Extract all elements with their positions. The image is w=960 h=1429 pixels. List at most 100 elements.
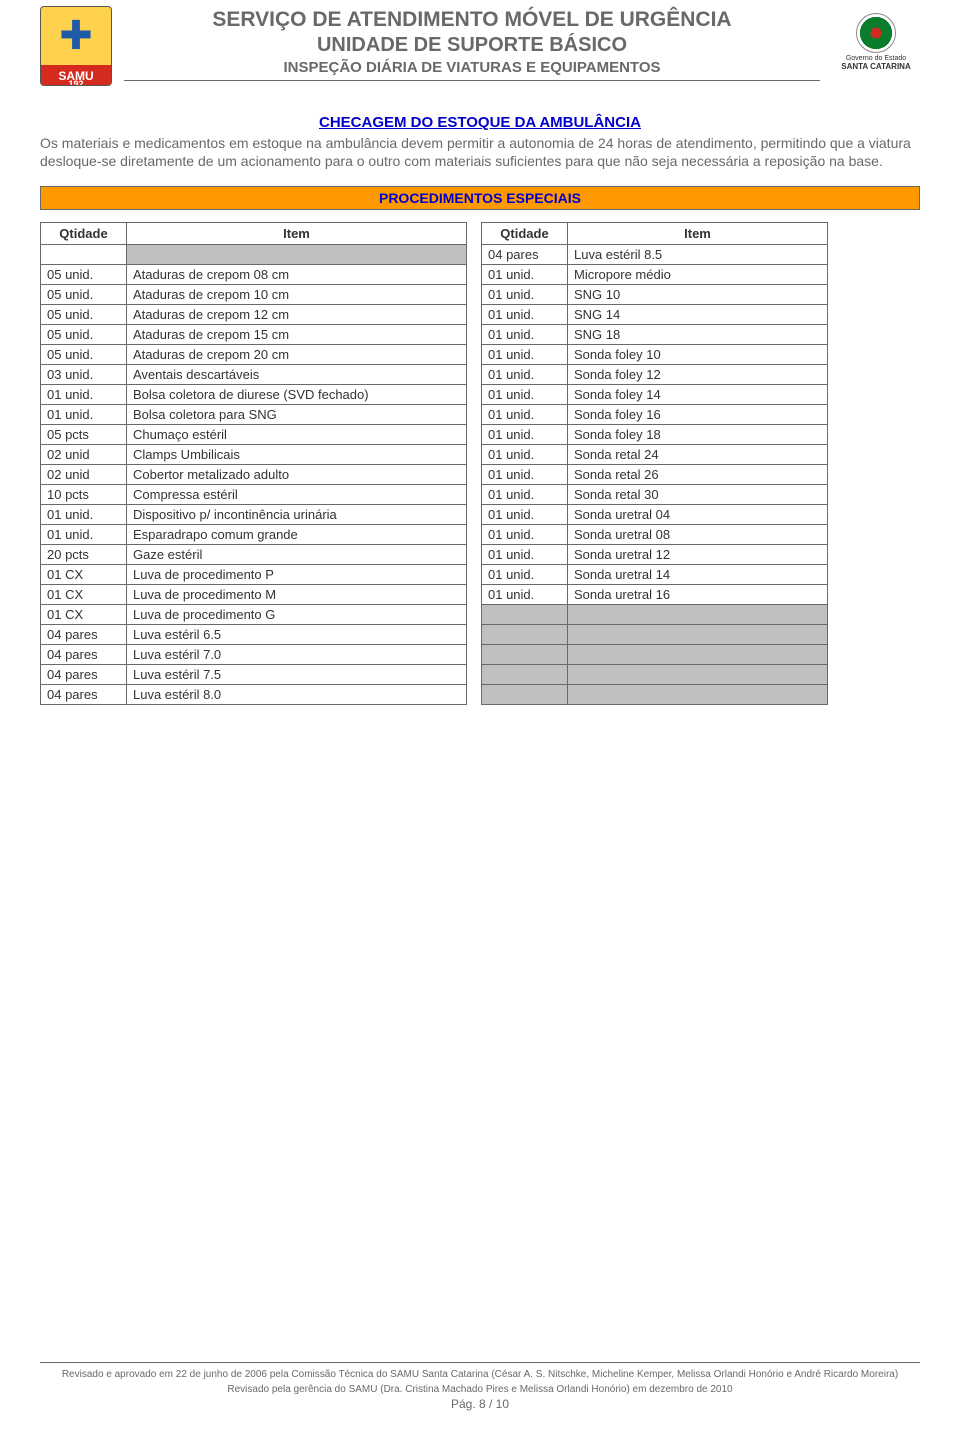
cell-qty: 04 pares xyxy=(41,685,127,705)
table-row: 01 CXLuva de procedimento M xyxy=(41,585,467,605)
table-row: 01 unid.Sonda uretral 14 xyxy=(482,565,828,585)
table-row xyxy=(482,645,828,665)
cell-qty: 01 unid. xyxy=(482,405,568,425)
table-row: 04 paresLuva estéril 7.0 xyxy=(41,645,467,665)
left-table: Qtidade Item 05 unid.Ataduras de crepom … xyxy=(40,222,467,705)
table-row: 01 CXLuva de procedimento P xyxy=(41,565,467,585)
col-qty: Qtidade xyxy=(482,223,568,245)
section-title: CHECAGEM DO ESTOQUE DA AMBULÂNCIA xyxy=(40,114,920,131)
cell-item xyxy=(568,645,828,665)
cell-qty: 03 unid. xyxy=(41,365,127,385)
cell-qty: 05 unid. xyxy=(41,345,127,365)
table-row: 01 unid.Dispositivo p/ incontinência uri… xyxy=(41,505,467,525)
cell-item: Sonda foley 16 xyxy=(568,405,828,425)
table-row xyxy=(41,245,467,265)
table-row: 02 unidCobertor metalizado adulto xyxy=(41,465,467,485)
cell-item: Sonda uretral 04 xyxy=(568,505,828,525)
cell-item: Sonda retal 26 xyxy=(568,465,828,485)
star-icon: ✚ xyxy=(59,13,93,59)
table-row: 05 unid.Ataduras de crepom 10 cm xyxy=(41,285,467,305)
intro-text: Os materiais e medicamentos em estoque n… xyxy=(40,135,920,170)
footer-line-2: Revisado pela gerência do SAMU (Dra. Cri… xyxy=(40,1384,920,1395)
cell-item: SNG 14 xyxy=(568,305,828,325)
cell-item: Dispositivo p/ incontinência urinária xyxy=(127,505,467,525)
table-row: 01 unid.Sonda foley 14 xyxy=(482,385,828,405)
table-row: 01 unid.Sonda uretral 04 xyxy=(482,505,828,525)
table-row: 03 unid.Aventais descartáveis xyxy=(41,365,467,385)
table-row xyxy=(482,685,828,705)
cell-qty: 01 unid. xyxy=(41,405,127,425)
cell-qty: 01 unid. xyxy=(41,385,127,405)
cell-item: Sonda retal 30 xyxy=(568,485,828,505)
cell-item xyxy=(568,625,828,645)
cell-qty: 01 unid. xyxy=(482,505,568,525)
cell-qty: 04 pares xyxy=(41,645,127,665)
cell-qty: 01 unid. xyxy=(482,425,568,445)
table-row: 04 paresLuva estéril 6.5 xyxy=(41,625,467,645)
cell-item: Gaze estéril xyxy=(127,545,467,565)
cell-item: Sonda uretral 12 xyxy=(568,545,828,565)
table-row: 01 unid.Sonda foley 18 xyxy=(482,425,828,445)
cell-item xyxy=(127,245,467,265)
cell-qty: 05 unid. xyxy=(41,325,127,345)
table-row: 01 unid.Esparadrapo comum grande xyxy=(41,525,467,545)
cell-qty xyxy=(41,245,127,265)
cell-qty: 04 pares xyxy=(482,245,568,265)
cell-item: Luva de procedimento P xyxy=(127,565,467,585)
cell-item: Ataduras de crepom 15 cm xyxy=(127,325,467,345)
cell-qty: 01 unid. xyxy=(482,585,568,605)
cell-qty: 01 CX xyxy=(41,605,127,625)
cell-item xyxy=(568,605,828,625)
cell-qty: 01 unid. xyxy=(482,525,568,545)
cell-qty: 01 unid. xyxy=(482,385,568,405)
cell-qty: 01 unid. xyxy=(482,465,568,485)
table-row: 02 unidClamps Umbilicais xyxy=(41,445,467,465)
col-item: Item xyxy=(568,223,828,245)
footer-line-1: Revisado e aprovado em 22 de junho de 20… xyxy=(40,1369,920,1380)
cell-item xyxy=(568,665,828,685)
cell-qty: 01 unid. xyxy=(41,525,127,545)
cell-qty: 01 unid. xyxy=(482,305,568,325)
cell-qty: 02 unid xyxy=(41,465,127,485)
cell-qty: 05 unid. xyxy=(41,305,127,325)
cell-item: Luva estéril 7.0 xyxy=(127,645,467,665)
right-table: Qtidade Item 04 paresLuva estéril 8.501 … xyxy=(481,222,828,705)
cell-item: Sonda foley 18 xyxy=(568,425,828,445)
tables-wrap: Qtidade Item 05 unid.Ataduras de crepom … xyxy=(40,222,920,705)
page: ✚ SAMU 192 SERVIÇO DE ATENDIMENTO MÓVEL … xyxy=(0,0,960,1429)
table-row: 01 unid.Sonda retal 26 xyxy=(482,465,828,485)
cell-qty: 01 unid. xyxy=(482,365,568,385)
cell-qty xyxy=(482,645,568,665)
table-row: 05 unid.Ataduras de crepom 08 cm xyxy=(41,265,467,285)
col-item: Item xyxy=(127,223,467,245)
cell-item: Luva estéril 7.5 xyxy=(127,665,467,685)
cell-qty xyxy=(482,625,568,645)
table-row: 01 CXLuva de procedimento G xyxy=(41,605,467,625)
emblem-icon xyxy=(856,13,896,53)
table-row: 05 unid.Ataduras de crepom 15 cm xyxy=(41,325,467,345)
table-row: 01 unid.Bolsa coletora de diurese (SVD f… xyxy=(41,385,467,405)
cell-item: SNG 10 xyxy=(568,285,828,305)
table-row: 01 unid.SNG 14 xyxy=(482,305,828,325)
cell-qty: 01 unid. xyxy=(482,485,568,505)
cell-item: Sonda uretral 08 xyxy=(568,525,828,545)
cell-item: Luva estéril 8.5 xyxy=(568,245,828,265)
cell-item: Sonda uretral 16 xyxy=(568,585,828,605)
table-row: 01 unid.Sonda foley 10 xyxy=(482,345,828,365)
table-row: 01 unid.SNG 10 xyxy=(482,285,828,305)
table-row xyxy=(482,665,828,685)
cell-qty: 01 unid. xyxy=(482,285,568,305)
cell-qty: 01 unid. xyxy=(482,565,568,585)
gov-small: Governo do Estado xyxy=(846,55,906,62)
table-row: 04 paresLuva estéril 7.5 xyxy=(41,665,467,685)
table-row: 04 paresLuva estéril 8.5 xyxy=(482,245,828,265)
table-row xyxy=(482,605,828,625)
cell-item: Luva estéril 8.0 xyxy=(127,685,467,705)
table-row: 01 unid.Sonda foley 12 xyxy=(482,365,828,385)
cell-item xyxy=(568,685,828,705)
table-row: 20 pctsGaze estéril xyxy=(41,545,467,565)
table-row: 05 unid.Ataduras de crepom 12 cm xyxy=(41,305,467,325)
cell-qty: 01 unid. xyxy=(482,345,568,365)
cell-item: Ataduras de crepom 08 cm xyxy=(127,265,467,285)
cell-item: Aventais descartáveis xyxy=(127,365,467,385)
